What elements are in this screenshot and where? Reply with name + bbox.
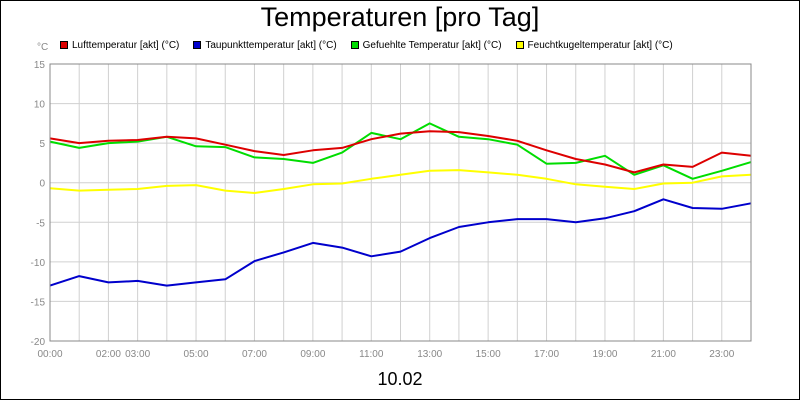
series-line-1 xyxy=(49,198,752,287)
plot-border xyxy=(49,63,752,342)
y-tick-label: -10 xyxy=(31,258,46,269)
date-label: 10.02 xyxy=(377,369,423,389)
legend-entry-gefuehlt: Gefuehlte Temperatur [akt] (°C) xyxy=(350,38,502,52)
chart-legend: Lufttemperatur [akt] (°C) Taupunkttemper… xyxy=(60,38,687,52)
y-tick-label: 15 xyxy=(34,60,46,71)
x-tick-label: 15:00 xyxy=(476,349,501,360)
y-axis-unit: °C xyxy=(37,42,49,53)
y-tick-label: 0 xyxy=(39,179,45,190)
x-tick-label: 03:00 xyxy=(125,349,150,360)
x-tick-label: 19:00 xyxy=(592,349,617,360)
x-tick-label: 00:00 xyxy=(37,349,62,360)
x-tick-label: 23:00 xyxy=(709,349,734,360)
legend-entry-lufttemperatur: Lufttemperatur [akt] (°C) xyxy=(60,38,179,52)
series-line-3 xyxy=(49,169,752,194)
y-tick-label: 5 xyxy=(39,139,45,150)
y-tick-label: -15 xyxy=(31,297,46,308)
chart-title: Temperaturen [pro Tag] xyxy=(260,2,540,32)
x-tick-label: 13:00 xyxy=(417,349,442,360)
legend-swatch-taupunkt xyxy=(193,41,202,49)
legend-label-gefuehlt: Gefuehlte Temperatur [akt] (°C) xyxy=(362,39,502,51)
y-tick-label: -20 xyxy=(31,337,46,348)
legend-swatch-lufttemperatur xyxy=(60,41,68,49)
x-tick-label: 05:00 xyxy=(184,349,209,360)
y-tick-label: -5 xyxy=(36,218,45,229)
x-tick-label: 02:00 xyxy=(96,349,121,360)
x-tick-label: 11:00 xyxy=(359,349,384,360)
legend-swatch-gefuehlt xyxy=(350,41,359,49)
legend-label-taupunkt: Taupunkttemperatur [akt] (°C) xyxy=(205,39,337,51)
y-tick-label: 10 xyxy=(34,100,46,111)
legend-label-lufttemperatur: Lufttemperatur [akt] (°C) xyxy=(72,39,180,51)
x-tick-label: 17:00 xyxy=(534,349,559,360)
x-tick-label: 21:00 xyxy=(651,349,676,360)
series-line-0 xyxy=(49,130,752,174)
x-tick-label: 07:00 xyxy=(242,349,267,360)
x-tick-label: 09:00 xyxy=(300,349,325,360)
legend-entry-taupunkt: Taupunkttemperatur [akt] (°C) xyxy=(193,38,337,52)
legend-label-feuchtkugel: Feuchtkugeltemperatur [akt] (°C) xyxy=(527,39,673,51)
legend-entry-feuchtkugel: Feuchtkugeltemperatur [akt] (°C) xyxy=(515,38,673,52)
legend-swatch-feuchtkugel xyxy=(515,41,524,49)
